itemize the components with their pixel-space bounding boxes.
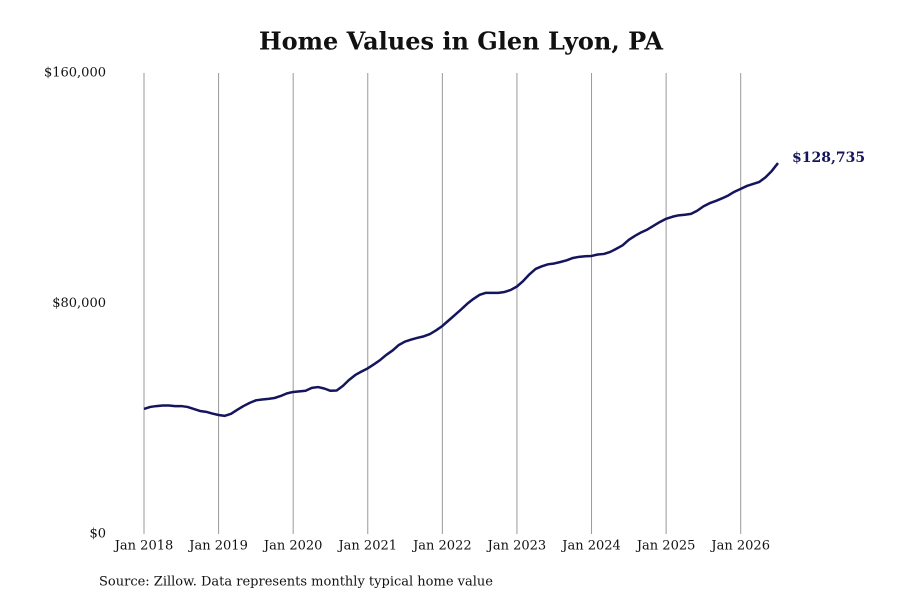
x-tick-label: Jan 2026 — [709, 539, 770, 554]
source-note: Source: Zillow. Data represents monthly … — [99, 575, 493, 590]
x-tick-label: Jan 2022 — [411, 539, 472, 554]
value-label: $128,735 — [792, 150, 865, 166]
x-tick-label: Jan 2021 — [336, 539, 397, 554]
series-line — [143, 162, 779, 418]
y-tick-label: $0 — [89, 527, 106, 542]
x-tick-label: Jan 2023 — [486, 539, 547, 554]
y-tick-label: $160,000 — [44, 66, 106, 81]
y-tick-label: $80,000 — [52, 296, 106, 311]
x-tick-label: Jan 2025 — [635, 539, 696, 554]
x-tick-label: Jan 2020 — [262, 539, 323, 554]
x-tick-label: Jan 2019 — [187, 539, 248, 554]
chart-title: Home Values in Glen Lyon, PA — [259, 27, 663, 56]
x-tick-label: Jan 2024 — [560, 539, 621, 554]
x-tick-label: Jan 2018 — [113, 539, 174, 554]
